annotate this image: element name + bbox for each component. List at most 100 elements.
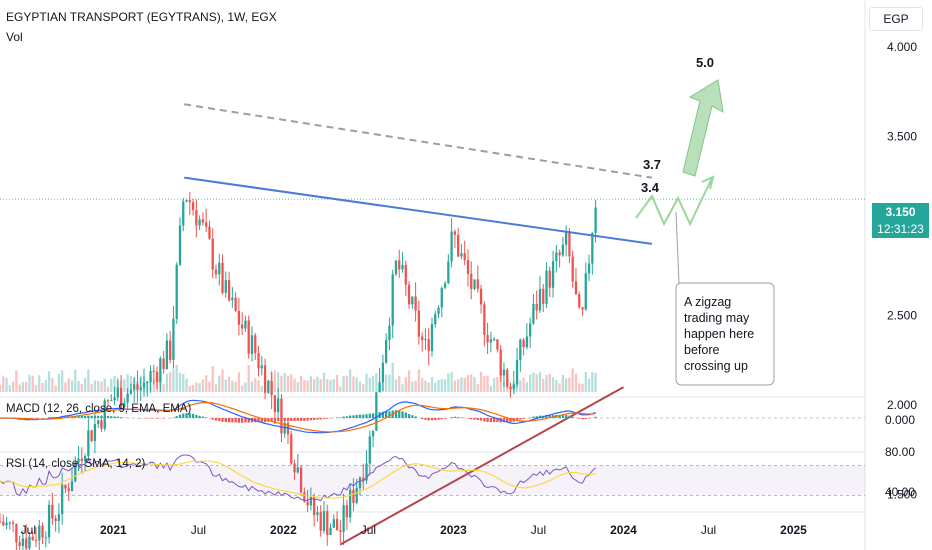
volume-bar (538, 371, 542, 392)
candle-body (499, 349, 502, 376)
candle-body (165, 340, 169, 370)
candle-body (214, 269, 218, 275)
candle-body (522, 339, 525, 348)
volume-bar (247, 365, 250, 392)
candle-body (129, 389, 133, 394)
volume-bar (64, 382, 67, 392)
macd-histogram-bar (453, 416, 457, 418)
macd-histogram-bar (306, 418, 309, 421)
price-tick-label: 2.500 (887, 309, 917, 323)
macd-histogram-bar (558, 415, 561, 418)
volume-bar (67, 378, 70, 392)
candle-body (169, 340, 172, 360)
macd-histogram-bar (195, 414, 198, 418)
candle-body (5, 522, 8, 526)
macd-histogram-bar (313, 418, 316, 420)
candle-body (574, 281, 578, 295)
note-callout-text: A zigzag (684, 295, 731, 309)
candle-body (67, 488, 70, 492)
candle-body (178, 225, 182, 265)
candle-body (417, 310, 421, 337)
macd-histogram-bar (244, 418, 247, 423)
volume-bar (110, 378, 113, 392)
macd-histogram-bar (270, 418, 273, 422)
volume-bar (80, 384, 83, 392)
candle-body (424, 339, 427, 341)
candle-body (463, 253, 466, 261)
currency-selector[interactable]: EGP (869, 7, 923, 31)
volume-bar (542, 378, 545, 392)
macd-histogram-bar (381, 411, 385, 418)
volume-bar (568, 377, 571, 392)
candle-body (558, 252, 561, 256)
volume-bar (303, 379, 306, 392)
time-tick-label: Jul (701, 523, 716, 537)
candle-body (414, 296, 417, 311)
volume-bar (466, 374, 470, 392)
volume-bar (486, 375, 489, 392)
candle-body (227, 280, 231, 301)
candle-body (211, 238, 214, 270)
candle-body (146, 381, 149, 383)
volume-bar (574, 373, 578, 392)
volume-bar (57, 374, 61, 392)
volume-bar (18, 384, 21, 392)
macd-histogram-bar (61, 416, 64, 418)
macd-histogram-bar (594, 416, 597, 418)
candle-body (290, 434, 293, 464)
support-level-label: 3.4 (641, 180, 660, 195)
candle-body (11, 522, 15, 525)
macd-histogram-bar (457, 417, 460, 418)
macd-histogram-bar (427, 418, 430, 421)
volume-bar (182, 373, 185, 392)
candle-body (70, 481, 74, 492)
price-tick-label: 4.000 (887, 40, 917, 54)
macd-histogram-bar (211, 418, 214, 420)
candle-body (149, 371, 152, 382)
volume-bar (221, 369, 224, 392)
candle-body (326, 511, 329, 535)
time-tick-label: Jul (361, 523, 376, 537)
macd-histogram-bar (571, 416, 574, 418)
macd-histogram-bar (224, 418, 227, 422)
macd-histogram-bar (191, 413, 195, 418)
volume-bar (185, 378, 188, 392)
volume-bar (522, 377, 525, 392)
rsi-band (0, 465, 865, 496)
volume-bar (473, 377, 476, 392)
macd-histogram-bar (545, 415, 548, 418)
volume-bar (411, 381, 414, 392)
volume-bar (584, 372, 587, 392)
candle-body (119, 387, 123, 408)
candle-body (110, 400, 113, 402)
candle-body (57, 514, 61, 521)
candle-body (0, 521, 2, 523)
candle-body (568, 231, 571, 257)
volume-bar (293, 378, 296, 392)
volume-bar (430, 377, 434, 392)
volume-bar (479, 371, 483, 392)
volume-bar (54, 385, 57, 392)
candle-body (28, 536, 31, 549)
volume-bar (175, 364, 178, 392)
macd-tick-label: 0.000 (885, 413, 915, 427)
candle-body (519, 339, 522, 361)
volume-bar (489, 385, 493, 392)
volume-bar (352, 376, 355, 392)
volume-bar (417, 369, 421, 392)
candle-body (375, 392, 378, 431)
candle-body (257, 352, 260, 369)
macd-histogram-bar (175, 416, 178, 418)
volume-bar (555, 379, 558, 392)
candle-body (391, 274, 394, 326)
rsi-tick-label: 40.00 (885, 485, 915, 499)
volume-bar (421, 377, 424, 392)
volume-bar (401, 384, 404, 392)
time-tick-label: 2022 (270, 523, 297, 537)
candle-body (198, 219, 201, 226)
chart-title: EGYPTIAN TRANSPORT (EGYTRANS), 1W, EGX (6, 10, 277, 24)
macd-histogram-bar (483, 418, 486, 422)
macd-histogram-bar (584, 418, 587, 420)
candle-body (555, 252, 558, 262)
